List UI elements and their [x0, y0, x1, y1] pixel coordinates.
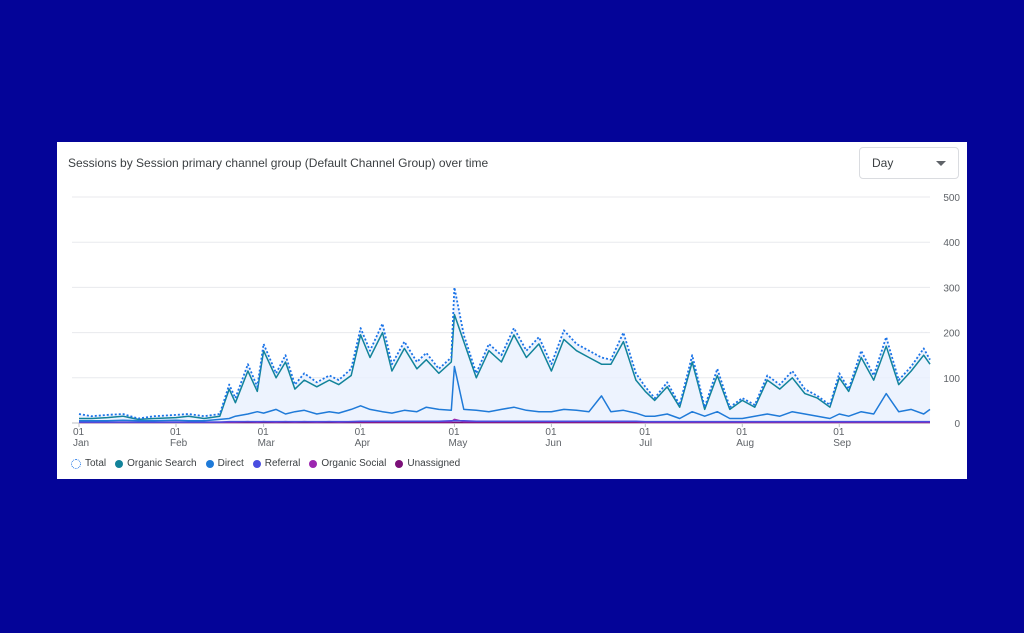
granularity-dropdown[interactable]: Day [859, 147, 959, 179]
legend-swatch-icon [205, 460, 214, 468]
x-tick-month: Jun [545, 438, 561, 449]
y-tick-label: 200 [943, 329, 960, 340]
x-tick-day: 01 [639, 427, 651, 438]
y-tick-label: 500 [943, 193, 960, 204]
x-tick-day: 01 [170, 427, 182, 438]
legend-label: Direct [217, 458, 244, 469]
legend-item[interactable]: Direct [205, 458, 244, 469]
series-line-total[interactable] [78, 286, 931, 420]
x-tick-day: 01 [258, 427, 270, 438]
legend-label: Referral [264, 458, 301, 469]
x-tick-day: 01 [545, 427, 557, 438]
chart-card: Sessions by Session primary channel grou… [57, 142, 967, 479]
legend-swatch-icon [395, 460, 404, 468]
legend-label: Unassigned [407, 458, 461, 469]
series-line-organic-search[interactable] [79, 313, 931, 421]
legend-item[interactable]: Organic Search [115, 458, 197, 469]
x-tick-month: Aug [736, 438, 754, 449]
chart-title: Sessions by Session primary channel grou… [68, 156, 489, 170]
legend-label: Total [85, 458, 107, 469]
chart-legend: Total Organic Search Direct Referral Organic… [71, 459, 460, 469]
x-axis-ticks: 01Jan01Feb01Mar01Apr01May01Jun01Jul01Aug… [73, 423, 851, 449]
x-tick-day: 01 [736, 427, 748, 438]
legend-item[interactable]: Organic Social [309, 459, 386, 469]
series-line-direct[interactable] [79, 365, 931, 422]
legend-label: Organic Search [127, 458, 197, 469]
y-tick-label: 0 [954, 419, 960, 430]
legend-item[interactable]: Unassigned [395, 459, 460, 469]
legend-label: Organic Social [321, 458, 387, 469]
legend-item[interactable]: Total [71, 459, 106, 469]
x-tick-month: Jan [73, 438, 89, 449]
legend-swatch-icon [309, 460, 318, 468]
x-tick-month: Mar [258, 438, 276, 449]
legend-swatch-icon [115, 460, 124, 468]
y-tick-label: 400 [943, 238, 960, 249]
x-tick-day: 01 [355, 427, 367, 438]
legend-swatch-icon [252, 460, 261, 468]
x-tick-month: Apr [355, 438, 371, 449]
x-tick-month: Feb [170, 438, 188, 449]
x-tick-day: 01 [448, 427, 460, 438]
x-tick-month: Sep [833, 438, 851, 449]
x-tick-month: May [448, 438, 467, 449]
y-tick-label: 100 [943, 374, 960, 385]
series-lines [78, 286, 931, 424]
legend-item[interactable]: Referral [252, 458, 301, 469]
chevron-down-icon [936, 161, 946, 166]
x-tick-month: Jul [639, 438, 652, 449]
y-axis-ticks: 0 100 200 300 400 500 [943, 193, 960, 430]
x-tick-day: 01 [73, 427, 85, 438]
series-line-referral[interactable] [79, 419, 930, 423]
granularity-value: Day [872, 156, 894, 170]
y-tick-label: 300 [943, 283, 960, 294]
x-tick-day: 01 [833, 427, 845, 438]
legend-swatch-icon [71, 459, 81, 469]
